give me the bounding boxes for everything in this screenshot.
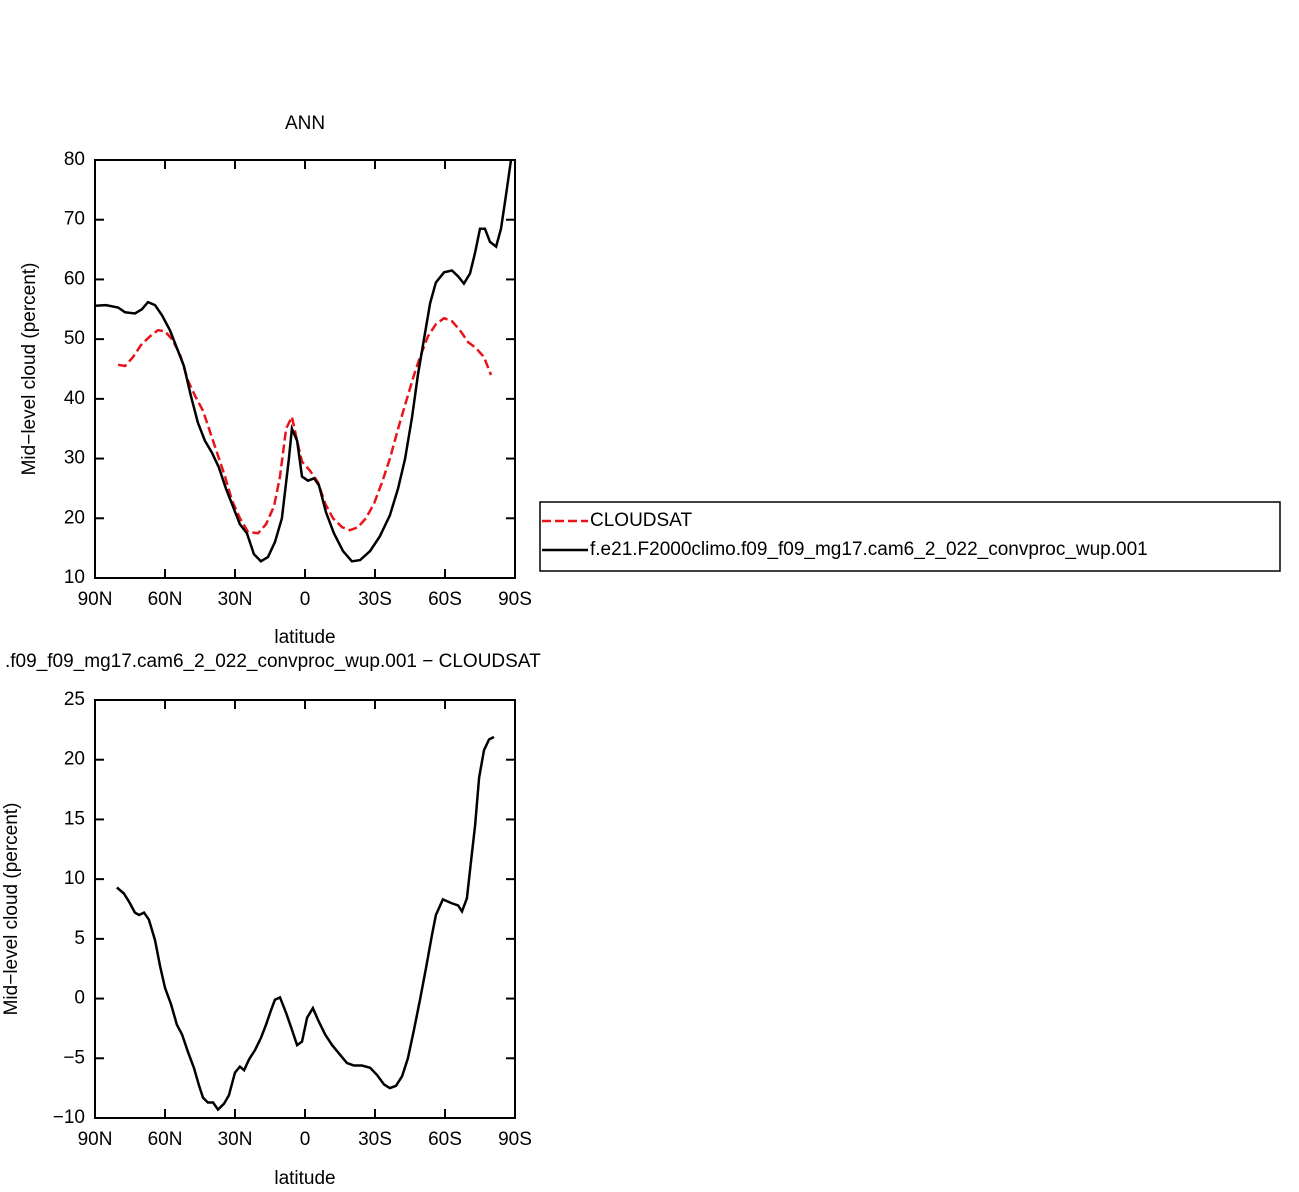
x-tick-label: 30S (358, 1129, 392, 1150)
x-axis-label: latitude (274, 1168, 335, 1189)
y-tick-label: 60 (64, 268, 85, 289)
x-tick-label: 60S (428, 589, 462, 610)
x-tick-label: 60N (148, 1129, 183, 1150)
x-tick-label: 90N (78, 1129, 113, 1150)
data-line (116, 735, 495, 1112)
y-tick-label: 20 (64, 749, 85, 770)
x-tick-label: 0 (300, 1129, 311, 1150)
y-tick-label: 0 (74, 988, 85, 1009)
y-tick-label: 80 (64, 149, 85, 170)
y-tick-label: 25 (64, 689, 85, 710)
y-axis-label: Mid−level cloud (percent) (1, 803, 22, 1016)
x-tick-label: 90S (498, 1129, 532, 1150)
y-tick-label: 10 (64, 567, 85, 588)
y-tick-label: 20 (64, 507, 85, 528)
y-tick-label: 30 (64, 448, 85, 469)
chart-title: .f09_f09_mg17.cam6_2_022_convproc_wup.00… (5, 651, 541, 672)
y-tick-label: −10 (53, 1107, 85, 1128)
y-tick-label: −5 (63, 1047, 85, 1068)
y-tick-label: 10 (64, 868, 85, 889)
x-tick-label: 60N (148, 589, 183, 610)
chart-title: ANN (285, 113, 325, 134)
y-tick-label: 40 (64, 388, 85, 409)
legend-label: f.e21.F2000climo.f09_f09_mg17.cam6_2_022… (590, 539, 1148, 560)
plot-frame (94, 699, 516, 1119)
y-tick-label: 50 (64, 328, 85, 349)
y-tick-label: 15 (64, 808, 85, 829)
x-tick-label: 90N (78, 589, 113, 610)
y-axis-label: Mid−level cloud (percent) (19, 263, 40, 476)
plot-frame (94, 159, 516, 579)
x-tick-label: 30N (218, 589, 253, 610)
legend-label: CLOUDSAT (590, 510, 692, 531)
legend-box (539, 501, 1281, 572)
x-tick-label: 30S (358, 589, 392, 610)
x-tick-label: 30N (218, 1129, 253, 1150)
x-tick-label: 90S (498, 589, 532, 610)
data-line (94, 159, 513, 563)
x-tick-label: 0 (300, 589, 311, 610)
data-line (117, 316, 493, 535)
y-tick-label: 70 (64, 209, 85, 230)
x-tick-label: 60S (428, 1129, 462, 1150)
x-axis-label: latitude (274, 627, 335, 648)
y-tick-label: 5 (74, 928, 85, 949)
